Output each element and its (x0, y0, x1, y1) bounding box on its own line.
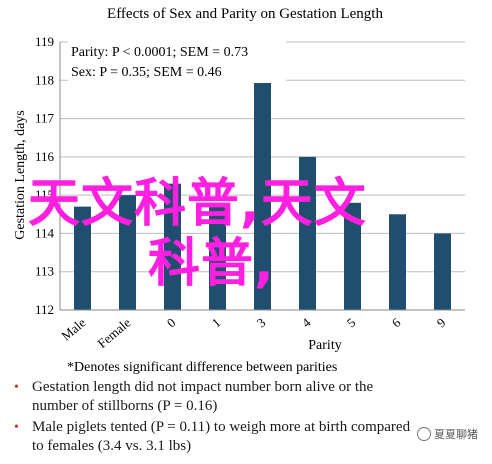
y-tick-label: 115 (35, 187, 54, 202)
x-tick-label: 6 (389, 314, 404, 330)
watermark: 夏夏聊猪 (417, 426, 478, 442)
bar-3 (254, 80, 271, 311)
bar-1 (209, 202, 226, 310)
y-tick-label: 112 (35, 302, 54, 317)
x-tick-label: 9 (434, 315, 449, 331)
y-tick-label: 113 (35, 264, 54, 279)
bullet-item: • Gestation length did not impact number… (14, 378, 484, 416)
watermark-text: 夏夏聊猪 (434, 428, 478, 441)
overlay-text-line-1: 天文科普,天文 (28, 174, 367, 234)
annotation-box (68, 41, 286, 83)
y-tick-label: 117 (35, 111, 55, 126)
x-tick-label: 0 (164, 315, 179, 331)
bar-female (119, 195, 136, 310)
y-axis-label: Gestation Length, days (13, 110, 28, 239)
bar-4 (299, 156, 316, 310)
bullet-dot-icon: • (14, 380, 19, 395)
overlay-text-line-2: 科普, (148, 234, 275, 294)
y-tick-label: 116 (35, 149, 55, 164)
x-axis-label: Parity (308, 338, 341, 353)
y-tick-label: 119 (35, 34, 54, 49)
bar-male (74, 206, 91, 310)
bar-6 (389, 214, 406, 310)
y-tick-label: 118 (35, 72, 54, 87)
wechat-logo-icon (417, 427, 431, 441)
bar-layer (74, 80, 451, 311)
bullet-text: Gestation length did not impact number b… (32, 379, 374, 414)
bar-5 (344, 202, 361, 310)
x-tick-label: 4 (299, 314, 314, 330)
annotation-sex: Sex: P = 0.35; SEM = 0.46 (71, 65, 222, 80)
x-tick-label: Female (94, 315, 133, 351)
bullet-dot-icon: • (14, 420, 19, 435)
x-tick-label: 5 (344, 315, 359, 331)
bar-chart: Effects of Sex and Parity on Gestation L… (13, 6, 465, 375)
x-tick-label: 1 (209, 315, 224, 331)
bullet-text: Male piglets tented (P = 0.11) to weigh … (32, 419, 411, 454)
chart-title: Effects of Sex and Parity on Gestation L… (107, 6, 383, 22)
annotation-layer: Parity: P < 0.0001; SEM = 0.73 Sex: P = … (68, 41, 286, 83)
chart-footnote: *Denotes significant difference between … (67, 360, 337, 375)
y-tick-label: 114 (35, 225, 55, 240)
bar-9 (434, 233, 451, 310)
bar-0 (164, 183, 181, 310)
x-tick-label: 3 (254, 315, 269, 331)
bullet-item: • Male piglets tented (P = 0.11) to weig… (14, 418, 484, 456)
annotation-parity: Parity: P < 0.0001; SEM = 0.73 (71, 45, 248, 60)
bullet-list: • Gestation length did not impact number… (14, 378, 484, 458)
x-tick-label: Male (58, 315, 88, 344)
